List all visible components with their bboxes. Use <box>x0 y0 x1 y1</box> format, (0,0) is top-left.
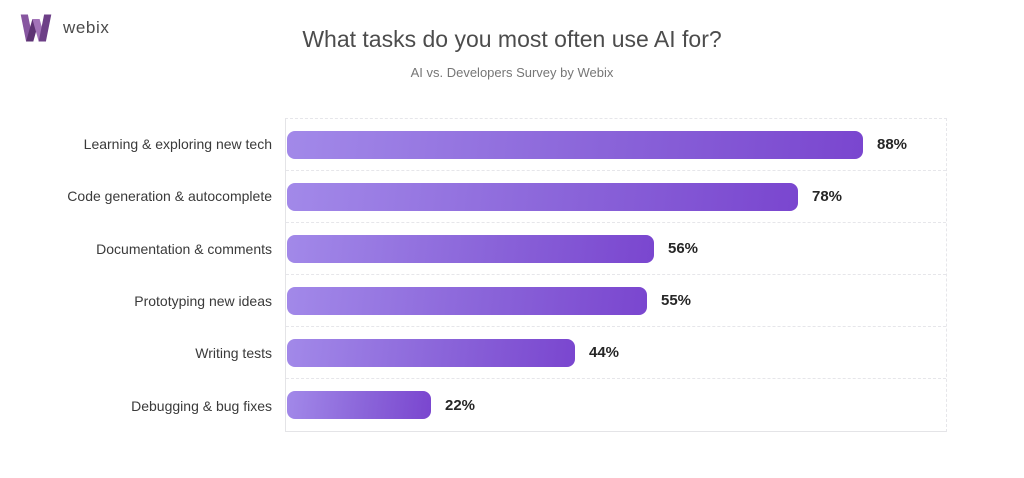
bar-row: 55% <box>286 275 946 327</box>
bar <box>287 338 575 367</box>
bar <box>287 130 863 159</box>
value-label: 22% <box>445 396 476 414</box>
bar <box>287 391 431 419</box>
value-label: 55% <box>661 292 692 309</box>
value-label: 78% <box>812 188 843 205</box>
category-label: Documentation & comments <box>96 240 272 257</box>
bar-row: 56% <box>286 223 946 275</box>
bar-row: 22% <box>286 379 946 431</box>
brand-text: webix <box>63 18 110 37</box>
bar-chart: Learning & exploring new tech Code genera… <box>0 118 947 432</box>
bar-row: 88% <box>286 119 946 171</box>
value-label: 44% <box>589 344 620 361</box>
category-labels: Learning & exploring new tech Code genera… <box>0 118 285 432</box>
value-label: 56% <box>668 240 699 257</box>
category-label: Debugging & bug fixes <box>131 397 272 414</box>
chart-title: What tasks do you most often use AI for? <box>302 26 722 52</box>
bar <box>287 182 798 211</box>
plot-area: 88% 78% 56% 55% 44% 22% <box>285 118 947 432</box>
bar <box>287 234 654 263</box>
webix-logo: webix <box>18 12 109 44</box>
webix-w-icon <box>20 14 52 42</box>
category-label: Code generation & autocomplete <box>67 188 272 205</box>
value-label: 88% <box>877 136 908 153</box>
category-label: Prototyping new ideas <box>134 293 272 310</box>
bar-row: 78% <box>286 171 946 223</box>
chart-subtitle: AI vs. Developers Survey by Webix <box>410 65 614 80</box>
bar <box>287 286 647 315</box>
bar-row: 44% <box>286 327 946 379</box>
category-label: Learning & exploring new tech <box>83 136 272 153</box>
category-label: Writing tests <box>195 345 272 362</box>
